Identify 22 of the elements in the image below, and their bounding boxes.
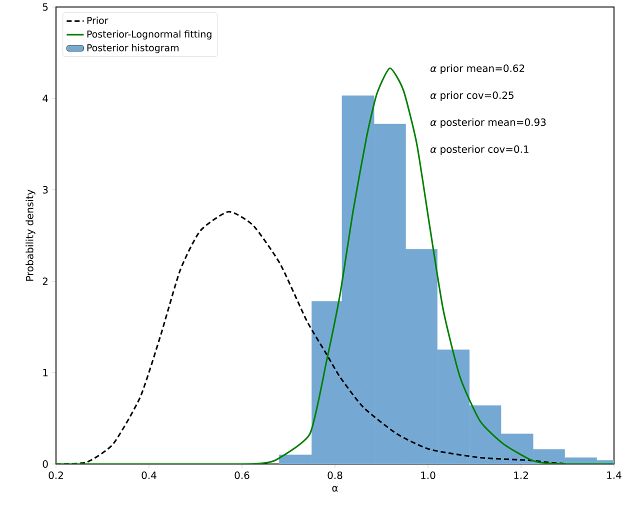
x-tick-label: 0.8 xyxy=(328,472,342,480)
y-axis-title: Probability density xyxy=(26,190,36,281)
legend-label: Posterior-Lognormal fitting xyxy=(87,30,212,40)
x-tick-label: 0.2 xyxy=(48,472,63,480)
x-tick-label: 0.4 xyxy=(142,472,156,480)
legend-label: Posterior histogram xyxy=(87,44,178,54)
x-axis-title: α xyxy=(332,486,338,492)
x-tick-label: 1.0 xyxy=(421,472,436,480)
annotation: α prior cov=0.25 xyxy=(430,91,514,101)
x-tick-label: 1.4 xyxy=(607,472,622,479)
y-tick-label: 2 xyxy=(42,278,48,285)
annotation: α posterior mean=0.93 xyxy=(430,118,546,128)
y-tick-label: 0 xyxy=(42,460,48,468)
annotation: α prior mean=0.62 xyxy=(430,64,524,74)
y-tick-label: 4 xyxy=(42,94,48,102)
annotation: α posterior cov=0.1 xyxy=(430,145,528,155)
y-tick-label: 5 xyxy=(42,3,48,11)
y-tick-label: 1 xyxy=(43,368,48,376)
y-tick-label: 3 xyxy=(42,186,48,194)
x-tick-label: 0.6 xyxy=(234,472,250,480)
legend-label: Prior xyxy=(87,16,108,24)
x-tick-label: 1.2 xyxy=(514,472,528,479)
